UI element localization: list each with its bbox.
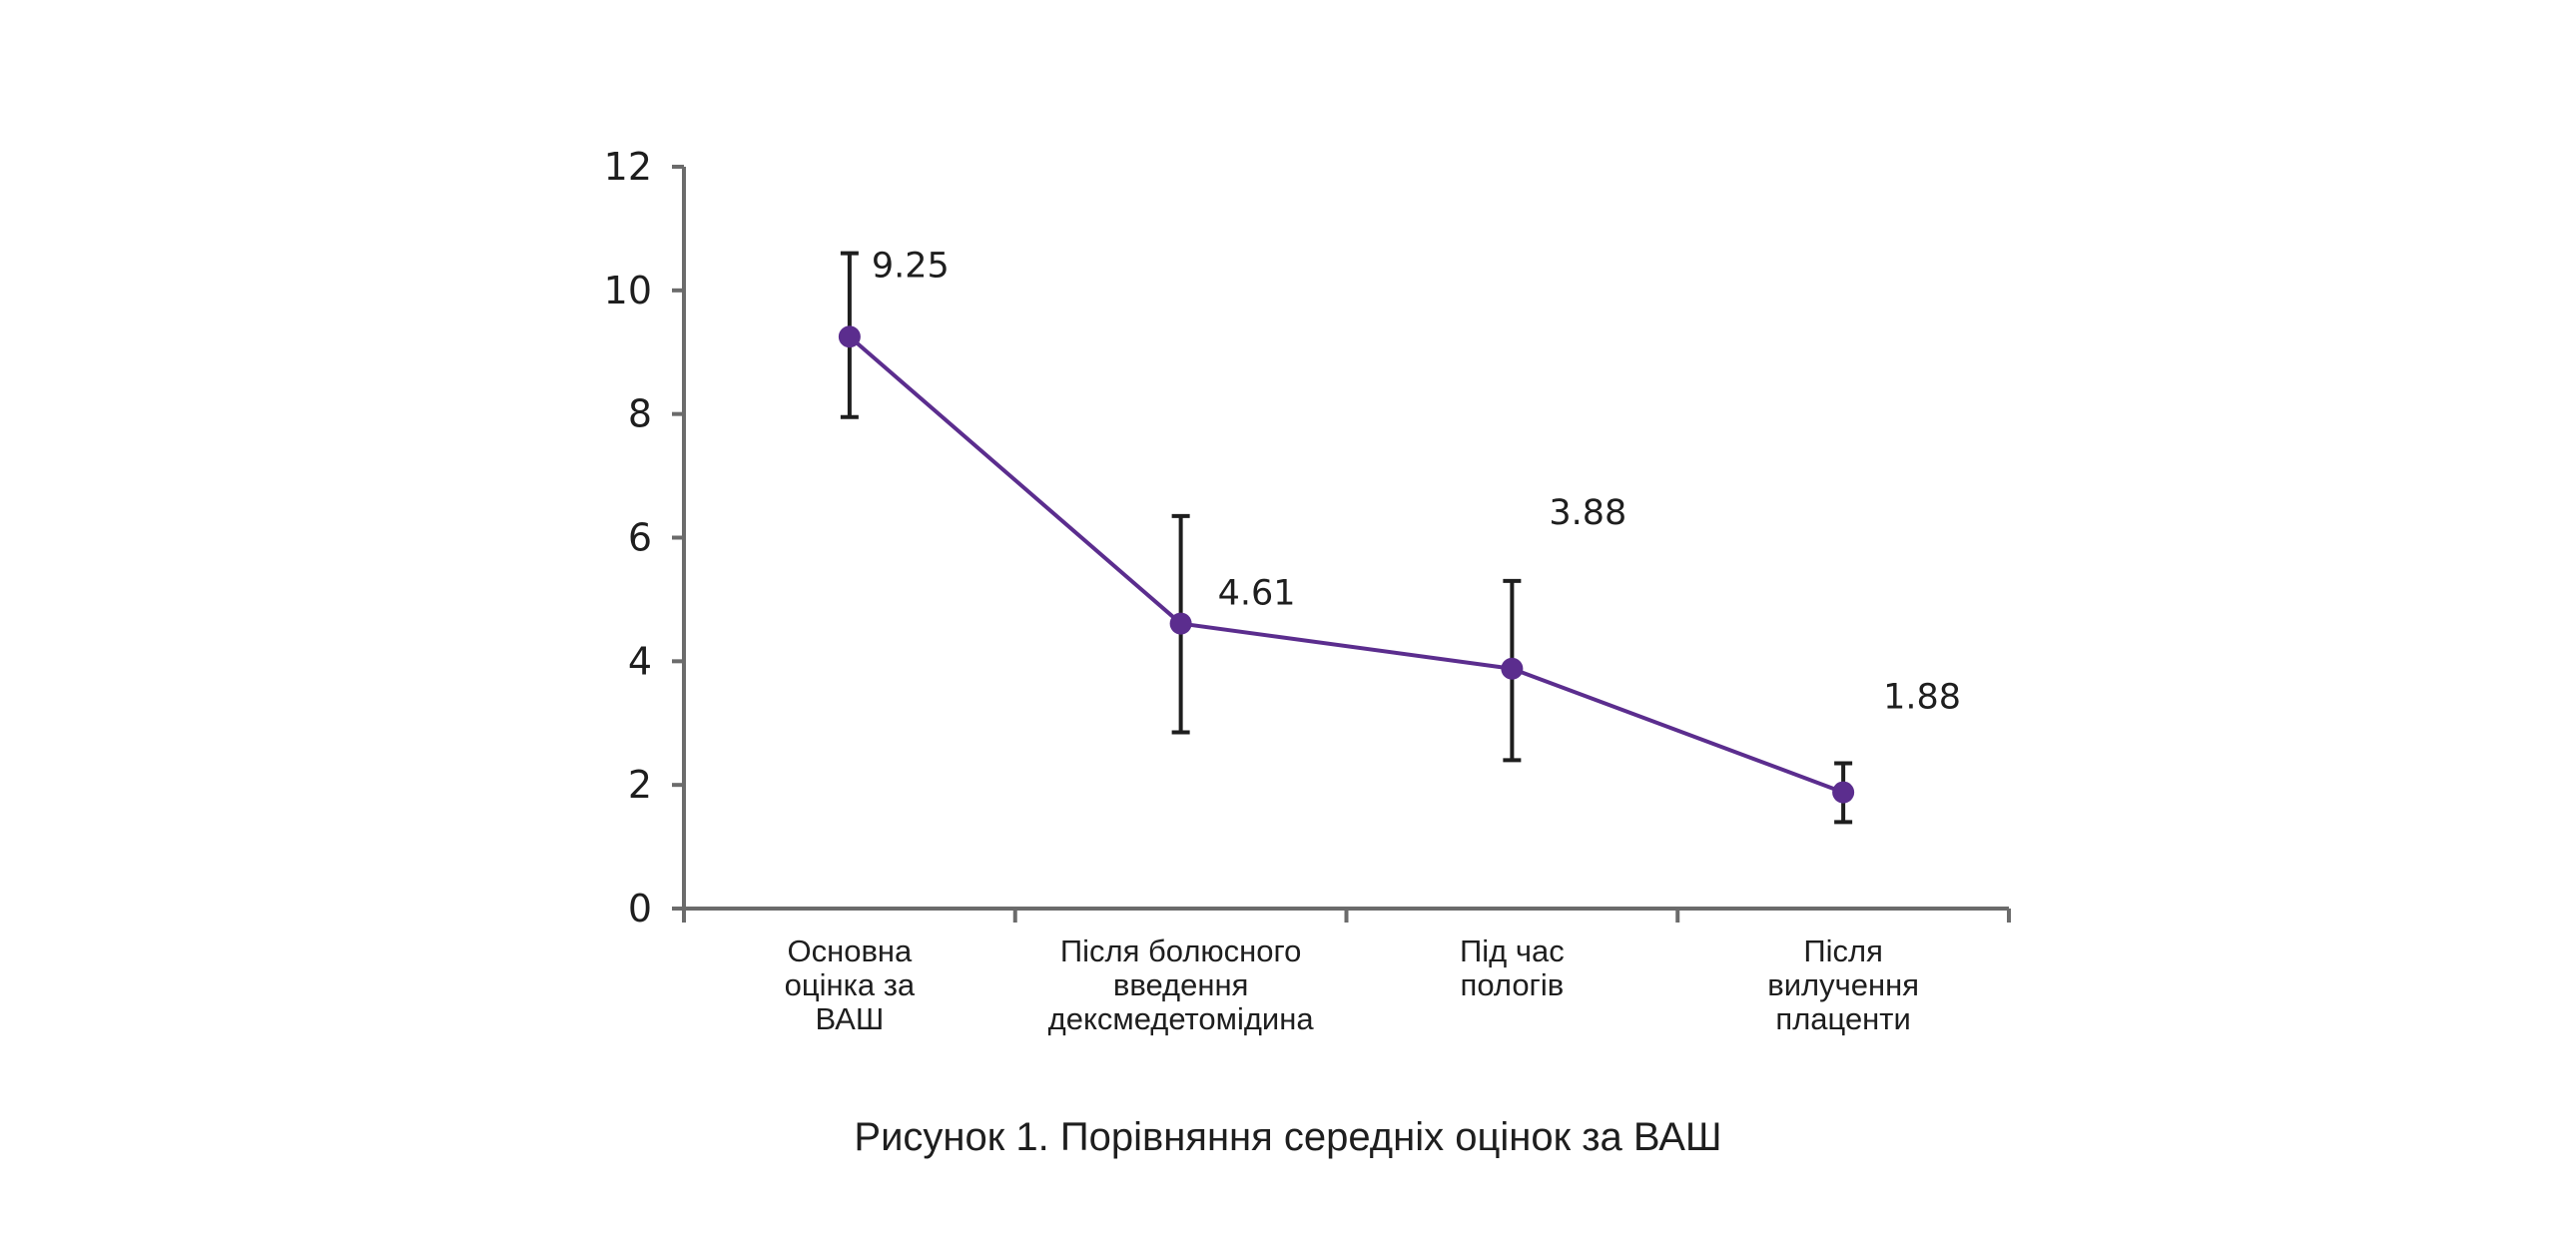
data-point [1832, 781, 1855, 804]
y-tick-label: 0 [628, 887, 652, 930]
series-line-layer [848, 334, 1844, 795]
x-category-label-line: ВАШ [816, 1001, 885, 1036]
x-category-label-line: Під час [1460, 933, 1565, 968]
x-category-label-line: Після болюсного [1060, 933, 1302, 968]
data-label: 1.88 [1883, 678, 1961, 718]
y-tick-label: 12 [604, 145, 652, 189]
x-category-label-line: Основна [787, 933, 913, 968]
data-point [1169, 612, 1192, 635]
x-category-label-line: оцінка за [785, 967, 916, 1002]
y-tick-label: 6 [628, 516, 652, 560]
x-category-label-line: дексмедетомідина [1048, 1001, 1315, 1036]
x-category-label-line: Після [1803, 933, 1883, 968]
labels: 9.25 4.61 3.88 1.88 [872, 246, 1961, 717]
x-category-label-line: вилучення [1767, 967, 1919, 1002]
x-category-label-line: введення [1113, 967, 1249, 1002]
x-category-label-line: пологів [1461, 967, 1565, 1002]
markers [838, 325, 1855, 804]
x-category-label-line: плаценти [1775, 1001, 1910, 1036]
data-label: 9.25 [872, 246, 950, 286]
y-tick-label: 2 [628, 763, 652, 807]
data-label: 3.88 [1549, 493, 1626, 533]
y-tick-label: 10 [604, 269, 652, 312]
y-tick-label: 4 [628, 639, 652, 683]
series-line [848, 334, 1844, 795]
data-label: 4.61 [1218, 574, 1296, 614]
chart-caption: Рисунок 1. Порівняння середніх оцінок за… [854, 1115, 1721, 1159]
data-point [838, 325, 861, 348]
data-point [1501, 657, 1524, 680]
y-tick-label: 8 [628, 392, 652, 436]
error-bars [840, 251, 1853, 825]
